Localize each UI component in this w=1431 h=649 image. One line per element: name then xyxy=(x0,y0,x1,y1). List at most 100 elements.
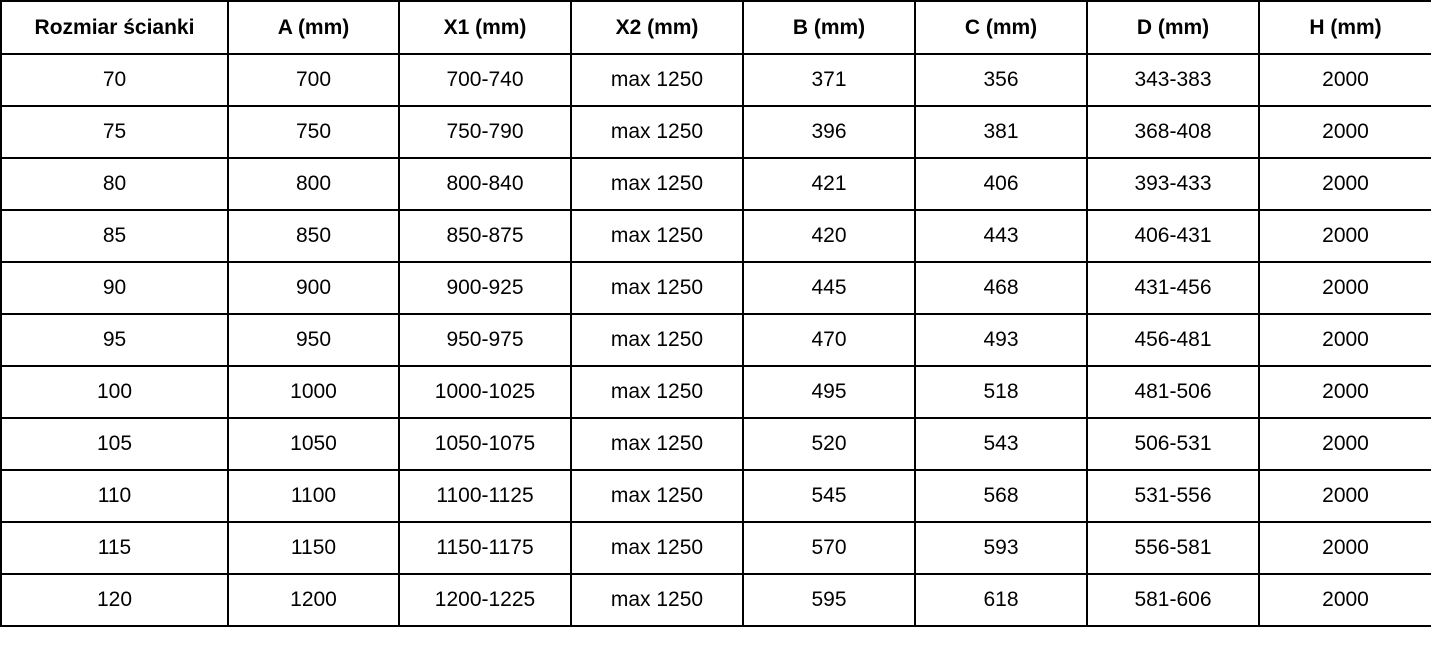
table-body: 70 700 700-740 max 1250 371 356 343-383 2000 75 7… xyxy=(0,53,1431,627)
table-cell: 75 xyxy=(0,105,229,159)
table-cell: 1000-1025 xyxy=(398,365,572,419)
table-cell: 85 xyxy=(0,209,229,263)
table-cell: 2000 xyxy=(1258,573,1431,627)
table-row: 115 1150 1150-1175 max 1250 570 593 556-581 200… xyxy=(0,521,1431,575)
table-cell: 593 xyxy=(914,521,1088,575)
table-cell: 443 xyxy=(914,209,1088,263)
table-cell: 481-506 xyxy=(1086,365,1260,419)
table-cell: 493 xyxy=(914,313,1088,367)
table-cell: 1100-1125 xyxy=(398,469,572,523)
table-cell: 800-840 xyxy=(398,157,572,211)
header-row: Rozmiar ścianki A (mm) X1 (mm) X2 (mm) B (mm… xyxy=(0,0,1431,55)
table-cell: 120 xyxy=(0,573,229,627)
table-cell: 850 xyxy=(227,209,400,263)
table-cell: 1200 xyxy=(227,573,400,627)
table-row: 85 850 850-875 max 1250 420 443 406-431 2000 xyxy=(0,209,1431,263)
table-cell: 1000 xyxy=(227,365,400,419)
table-row: 80 800 800-840 max 1250 421 406 393-433 2000 xyxy=(0,157,1431,211)
table-cell: 618 xyxy=(914,573,1088,627)
table-cell: max 1250 xyxy=(570,469,744,523)
table-cell: 531-556 xyxy=(1086,469,1260,523)
table-cell: 1050 xyxy=(227,417,400,471)
table-cell: 2000 xyxy=(1258,417,1431,471)
dimensions-table: Rozmiar ścianki A (mm) X1 (mm) X2 (mm) B (mm… xyxy=(0,0,1431,627)
column-header: B (mm) xyxy=(742,0,916,55)
table-row: 100 1000 1000-1025 max 1250 495 518 481-506 200… xyxy=(0,365,1431,419)
table-cell: 105 xyxy=(0,417,229,471)
column-header: Rozmiar ścianki xyxy=(0,0,229,55)
table-cell: 520 xyxy=(742,417,916,471)
table-cell: 456-481 xyxy=(1086,313,1260,367)
table-cell: 750-790 xyxy=(398,105,572,159)
table-cell: max 1250 xyxy=(570,417,744,471)
table-cell: 568 xyxy=(914,469,1088,523)
table-cell: 470 xyxy=(742,313,916,367)
table-cell: 356 xyxy=(914,53,1088,107)
table-cell: 343-383 xyxy=(1086,53,1260,107)
table-cell: 700 xyxy=(227,53,400,107)
table-cell: 595 xyxy=(742,573,916,627)
table-cell: 950 xyxy=(227,313,400,367)
table-cell: 406 xyxy=(914,157,1088,211)
table-cell: 468 xyxy=(914,261,1088,315)
table-cell: max 1250 xyxy=(570,313,744,367)
table-cell: 2000 xyxy=(1258,105,1431,159)
table-cell: max 1250 xyxy=(570,105,744,159)
table-cell: max 1250 xyxy=(570,157,744,211)
table-row: 75 750 750-790 max 1250 396 381 368-408 2000 xyxy=(0,105,1431,159)
table-cell: 90 xyxy=(0,261,229,315)
table-cell: 2000 xyxy=(1258,157,1431,211)
column-header: H (mm) xyxy=(1258,0,1431,55)
table-cell: 1150 xyxy=(227,521,400,575)
table-cell: 2000 xyxy=(1258,469,1431,523)
table-cell: 100 xyxy=(0,365,229,419)
table-cell: 420 xyxy=(742,209,916,263)
table-cell: 545 xyxy=(742,469,916,523)
table-cell: 506-531 xyxy=(1086,417,1260,471)
table-cell: max 1250 xyxy=(570,521,744,575)
table-cell: 2000 xyxy=(1258,521,1431,575)
table-cell: 2000 xyxy=(1258,365,1431,419)
table-cell: 700-740 xyxy=(398,53,572,107)
table-row: 70 700 700-740 max 1250 371 356 343-383 2000 xyxy=(0,53,1431,107)
table-cell: 431-456 xyxy=(1086,261,1260,315)
table-cell: 406-431 xyxy=(1086,209,1260,263)
table-cell: 70 xyxy=(0,53,229,107)
table-cell: 850-875 xyxy=(398,209,572,263)
table-cell: 950-975 xyxy=(398,313,572,367)
table-cell: 393-433 xyxy=(1086,157,1260,211)
table-cell: 2000 xyxy=(1258,313,1431,367)
table-cell: 581-606 xyxy=(1086,573,1260,627)
table-cell: 495 xyxy=(742,365,916,419)
table-cell: 750 xyxy=(227,105,400,159)
table-cell: 1150-1175 xyxy=(398,521,572,575)
table-cell: 396 xyxy=(742,105,916,159)
table-row: 95 950 950-975 max 1250 470 493 456-481 2000 xyxy=(0,313,1431,367)
table-cell: 2000 xyxy=(1258,209,1431,263)
table-row: 110 1100 1100-1125 max 1250 545 568 531-556 200… xyxy=(0,469,1431,523)
column-header: A (mm) xyxy=(227,0,400,55)
table-cell: 110 xyxy=(0,469,229,523)
table-cell: 570 xyxy=(742,521,916,575)
table-cell: 2000 xyxy=(1258,261,1431,315)
table-cell: 95 xyxy=(0,313,229,367)
table-cell: 371 xyxy=(742,53,916,107)
table-cell: max 1250 xyxy=(570,573,744,627)
table-cell: 115 xyxy=(0,521,229,575)
table-cell: 1100 xyxy=(227,469,400,523)
column-header: X1 (mm) xyxy=(398,0,572,55)
table-cell: 421 xyxy=(742,157,916,211)
table-cell: max 1250 xyxy=(570,53,744,107)
column-header: C (mm) xyxy=(914,0,1088,55)
table-row: 90 900 900-925 max 1250 445 468 431-456 2000 xyxy=(0,261,1431,315)
table-cell: 900-925 xyxy=(398,261,572,315)
table-row: 105 1050 1050-1075 max 1250 520 543 506-531 200… xyxy=(0,417,1431,471)
table-cell: 381 xyxy=(914,105,1088,159)
table-cell: 1200-1225 xyxy=(398,573,572,627)
table-cell: 556-581 xyxy=(1086,521,1260,575)
column-header: X2 (mm) xyxy=(570,0,744,55)
table-cell: max 1250 xyxy=(570,261,744,315)
table-cell: 800 xyxy=(227,157,400,211)
table-cell: 518 xyxy=(914,365,1088,419)
table-cell: max 1250 xyxy=(570,209,744,263)
